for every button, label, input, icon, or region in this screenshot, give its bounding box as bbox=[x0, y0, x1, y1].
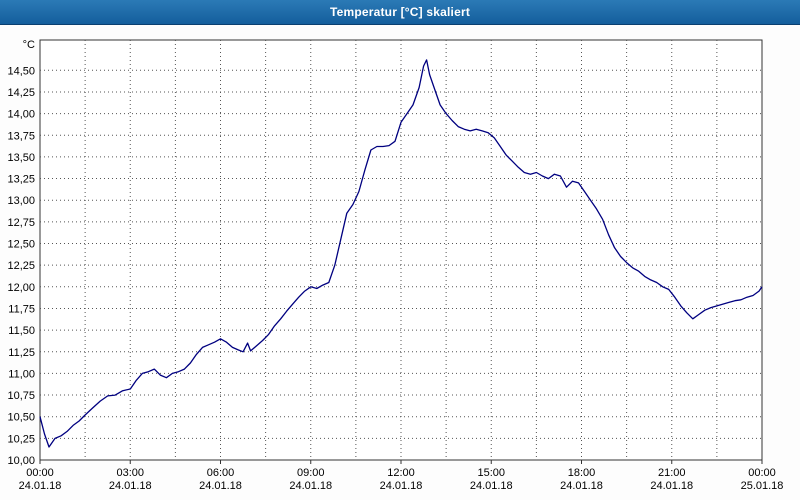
y-tick-label: 13,75 bbox=[7, 130, 35, 142]
window-title-bar: Temperatur [°C] skaliert bbox=[0, 0, 800, 25]
y-tick-label: 14,50 bbox=[7, 65, 35, 77]
y-tick-label: 11,25 bbox=[8, 347, 35, 359]
window-title: Temperatur [°C] skaliert bbox=[329, 5, 471, 19]
temperature-line bbox=[39, 59, 763, 448]
y-tick-label: 12,75 bbox=[7, 217, 35, 229]
x-tick-time-label: 00:00 bbox=[748, 467, 776, 479]
y-tick-label: 11,00 bbox=[8, 368, 35, 380]
y-tick-label: 12,25 bbox=[7, 260, 35, 272]
y-tick-label: 10,75 bbox=[7, 390, 35, 402]
x-tick-time-label: 03:00 bbox=[116, 467, 144, 479]
x-tick-date-label: 24.01.18 bbox=[470, 480, 513, 492]
y-tick-label: 11,75 bbox=[8, 303, 35, 315]
y-tick-label: 13,00 bbox=[7, 195, 35, 207]
y-tick-label: 14,00 bbox=[7, 109, 35, 121]
y-tick-label: 11,50 bbox=[8, 325, 35, 337]
x-tick-time-label: 21:00 bbox=[658, 467, 686, 479]
y-tick-label: 10,00 bbox=[7, 455, 35, 467]
y-axis-unit-label: °C bbox=[23, 39, 35, 51]
y-tick-label: 14,25 bbox=[7, 87, 35, 99]
y-tick-label: 12,50 bbox=[7, 239, 35, 251]
x-tick-date-label: 24.01.18 bbox=[109, 480, 152, 492]
x-tick-date-label: 24.01.18 bbox=[380, 480, 423, 492]
x-tick-time-label: 12:00 bbox=[387, 467, 415, 479]
x-tick-time-label: 00:00 bbox=[26, 467, 54, 479]
x-tick-time-label: 18:00 bbox=[568, 467, 596, 479]
x-tick-date-label: 24.01.18 bbox=[560, 480, 603, 492]
x-tick-time-label: 09:00 bbox=[297, 467, 325, 479]
x-tick-date-label: 25.01.18 bbox=[741, 480, 784, 492]
y-tick-label: 10,25 bbox=[7, 433, 35, 445]
x-tick-date-label: 24.01.18 bbox=[199, 480, 242, 492]
x-tick-date-label: 24.01.18 bbox=[650, 480, 693, 492]
x-tick-date-label: 24.01.18 bbox=[289, 480, 332, 492]
y-tick-label: 10,50 bbox=[7, 412, 35, 424]
x-tick-date-label: 24.01.18 bbox=[19, 480, 62, 492]
temperature-chart: 10,00 10,25 10,50 10,75 11,00 11,25 11,50 11,75… bbox=[7, 39, 784, 492]
x-tick-time-label: 15:00 bbox=[477, 467, 505, 479]
chart-container: 10,00 10,25 10,50 10,75 11,00 11,25 11,50 11,75… bbox=[0, 25, 800, 500]
y-tick-label: 13,50 bbox=[7, 152, 35, 164]
x-tick-time-label: 06:00 bbox=[207, 467, 235, 479]
y-tick-label: 12,00 bbox=[7, 282, 35, 294]
plot-area bbox=[39, 39, 763, 461]
y-tick-label: 13,25 bbox=[7, 174, 35, 186]
